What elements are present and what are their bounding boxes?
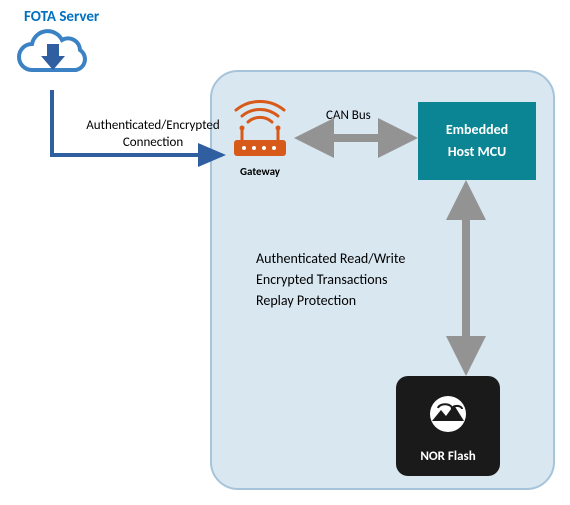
sec-line1: Authenticated Read/Write (256, 248, 405, 269)
sec-line3: Replay Protection (256, 290, 405, 311)
fota-diagram: FOTA Server Authenticated/Encrypted Conn… (0, 0, 570, 505)
security-text: Authenticated Read/Write Encrypted Trans… (256, 248, 405, 311)
nor-flash-label: NOR Flash (420, 449, 475, 464)
nor-flash-box: NOR Flash (396, 376, 500, 476)
sec-line2: Encrypted Transactions (256, 269, 405, 290)
flash-chip-icon (428, 394, 468, 439)
